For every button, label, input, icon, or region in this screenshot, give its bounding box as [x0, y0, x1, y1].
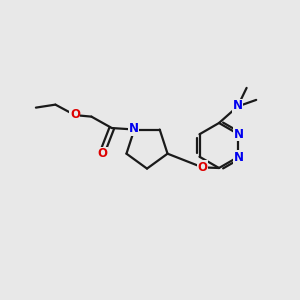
Text: O: O [70, 108, 80, 121]
Text: N: N [128, 122, 138, 135]
Text: O: O [98, 147, 108, 160]
Text: N: N [233, 151, 244, 164]
Text: O: O [197, 161, 208, 174]
Text: N: N [234, 128, 244, 141]
Text: N: N [232, 99, 243, 112]
